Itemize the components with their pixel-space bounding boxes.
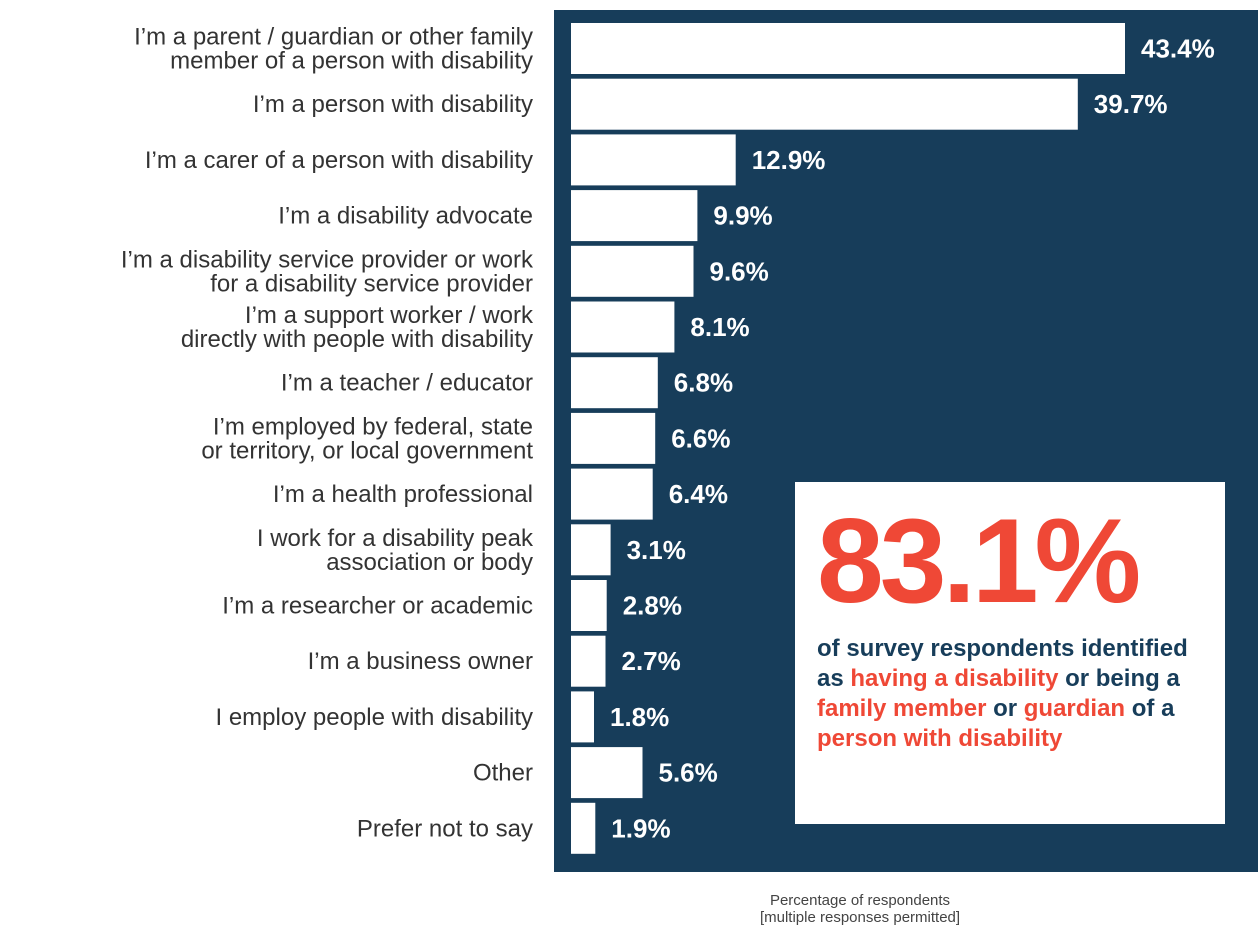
value-label: 6.4% <box>669 479 728 509</box>
value-label: 43.4% <box>1141 34 1215 64</box>
category-label: directly with people with disability <box>181 326 533 353</box>
callout-description: of survey respondents identified as havi… <box>817 634 1205 754</box>
callout-highlight: guardian <box>1023 695 1126 722</box>
category-label: I work for a disability peak <box>257 525 534 552</box>
category-label: I’m a researcher or academic <box>222 593 533 620</box>
category-label: I’m a carer of a person with disability <box>145 147 533 174</box>
value-label: 1.9% <box>611 813 670 843</box>
value-label: 6.8% <box>674 368 733 398</box>
category-label: member of a person with disability <box>170 48 533 75</box>
bar <box>571 78 1078 130</box>
category-label: I’m a support worker / work <box>245 302 534 329</box>
bar <box>571 134 736 186</box>
axis-caption-line-1: Percentage of respondents <box>769 892 951 909</box>
summary-callout: 83.1% of survey respondents identified a… <box>795 482 1225 824</box>
category-label: I’m a disability service provider or wor… <box>121 246 534 273</box>
value-label: 1.8% <box>610 702 669 732</box>
value-label: 2.7% <box>622 646 681 676</box>
category-label: or territory, or local government <box>201 437 533 464</box>
category-label: I’m a disability advocate <box>278 203 533 230</box>
bar <box>571 190 698 242</box>
axis-caption-line-2: [multiple responses permitted] <box>759 909 961 926</box>
value-label: 9.9% <box>713 201 772 231</box>
bars-group <box>571 23 1125 854</box>
category-label: I’m a teacher / educator <box>281 370 533 397</box>
callout-text-segment: of survey respondents identified as <box>817 635 1188 692</box>
callout-highlight: having a disability <box>850 665 1059 692</box>
category-label: Prefer not to say <box>357 815 533 842</box>
callout-text-segment: or <box>986 695 1024 722</box>
value-label: 12.9% <box>752 145 826 175</box>
category-label: I’m a parent / guardian or other family <box>134 24 533 51</box>
bar <box>571 747 643 799</box>
category-label: association or body <box>326 549 533 576</box>
value-label: 6.6% <box>671 423 730 453</box>
callout-text-segment: of a <box>1125 695 1175 722</box>
value-labels-group: 43.4% 39.7% 12.9% 9.9% 9.6% 8.1% 6.8% 6.6% 6.4% 3… <box>610 34 1215 844</box>
value-label: 2.8% <box>623 591 682 621</box>
callout-big-number: 83.1% <box>817 494 1141 628</box>
category-labels-group: I’m a parent / guardian or other familym… <box>121 24 534 843</box>
axis-caption: Percentage of respondents [multiple resp… <box>700 892 1020 926</box>
category-label: for a disability service provider <box>210 270 533 297</box>
bar <box>571 580 607 631</box>
category-label: I’m a person with disability <box>253 91 533 118</box>
bar <box>571 524 611 576</box>
bar <box>571 412 656 464</box>
bar <box>571 301 675 353</box>
category-label: Other <box>473 760 533 787</box>
callout-highlight: family member <box>817 695 987 722</box>
bar <box>571 245 694 297</box>
bar <box>571 23 1125 74</box>
value-label: 3.1% <box>627 535 686 565</box>
bar <box>571 691 594 743</box>
bar <box>571 468 653 520</box>
bar <box>571 357 658 409</box>
value-label: 8.1% <box>690 312 749 342</box>
callout-highlight: person with disability <box>817 725 1063 752</box>
category-label: I’m employed by federal, state <box>213 413 533 440</box>
value-label: 39.7% <box>1094 89 1168 119</box>
category-label: I’m a health professional <box>273 481 533 508</box>
value-label: 9.6% <box>710 256 769 286</box>
category-label: I employ people with disability <box>216 704 534 731</box>
bar <box>571 802 596 854</box>
category-label: I’m a business owner <box>308 648 533 675</box>
value-label: 5.6% <box>659 758 718 788</box>
callout-text-segment: or being a <box>1058 665 1180 692</box>
bar <box>571 635 606 687</box>
